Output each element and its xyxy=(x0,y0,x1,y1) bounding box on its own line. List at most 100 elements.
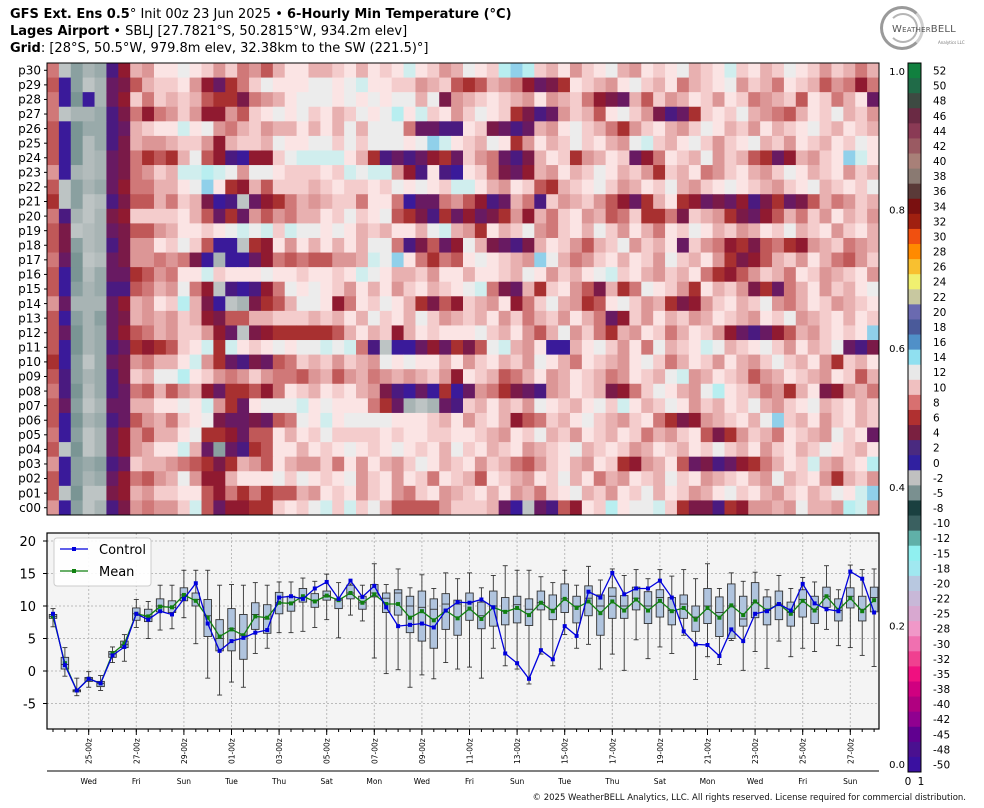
heatmap-frame xyxy=(46,62,880,516)
heatmap-cell xyxy=(415,500,428,516)
colorbar-segment xyxy=(908,394,921,411)
heatmap-cell xyxy=(867,135,880,151)
heatmap-cell xyxy=(653,369,666,385)
heatmap-cell xyxy=(724,281,737,297)
heatmap-cell xyxy=(249,267,262,283)
heatmap-cell xyxy=(225,252,238,268)
heatmap-cell xyxy=(748,150,761,166)
heatmap-cell xyxy=(201,398,214,414)
heatmap-cell xyxy=(463,340,476,356)
heatmap-cell xyxy=(736,237,749,253)
heatmap-cell xyxy=(795,150,809,166)
heatmap-cell xyxy=(581,369,595,385)
heatmap-cell xyxy=(106,456,119,472)
heatmap-cell xyxy=(165,442,179,458)
heatmap-cell xyxy=(47,106,60,122)
heatmap-cell xyxy=(332,310,345,326)
colorbar-segment xyxy=(908,651,921,667)
heatmap-cell xyxy=(82,92,95,108)
heatmap-cell xyxy=(486,325,500,341)
heatmap-cell xyxy=(58,296,72,312)
heatmap-cell xyxy=(58,252,72,268)
mean-point xyxy=(396,602,401,607)
heatmap-cell xyxy=(629,354,642,370)
heatmap-cell xyxy=(807,92,820,108)
heatmap-cell xyxy=(391,121,404,137)
heatmap-cell xyxy=(700,194,713,210)
heatmap-cell xyxy=(379,150,393,166)
heatmap-cell xyxy=(165,150,179,166)
heatmap-cell xyxy=(558,325,571,341)
heatmap-cell xyxy=(391,223,404,239)
heatmap-cell xyxy=(106,92,119,108)
heatmap-cell xyxy=(867,456,880,472)
heatmap-cell xyxy=(867,442,880,458)
colorbar-segment xyxy=(908,409,921,426)
heatmap-cell xyxy=(676,383,690,399)
heatmap-cell xyxy=(855,354,868,370)
mean-point xyxy=(753,599,758,604)
heatmap-cell xyxy=(831,310,844,326)
heatmap-cell xyxy=(165,456,179,472)
heatmap-cell xyxy=(736,456,749,472)
heatmap-cell xyxy=(272,252,286,268)
heatmap-cell xyxy=(332,325,345,341)
heatmap-cell xyxy=(546,135,559,151)
heatmap-cell xyxy=(58,398,72,414)
heatmap-cell xyxy=(736,398,749,414)
heatmap-cell xyxy=(344,485,357,501)
heatmap-cell xyxy=(47,296,60,312)
heatmap-cell xyxy=(534,340,547,356)
logo-subtext: Analytics LLC xyxy=(938,40,965,45)
heatmap-cell xyxy=(165,237,179,253)
heatmap-cell xyxy=(130,208,143,224)
heatmap-cell xyxy=(308,150,321,166)
heatmap-cell xyxy=(177,340,191,356)
heatmap-cell xyxy=(58,340,72,356)
heatmap-cell xyxy=(605,369,618,385)
heatmap-cell xyxy=(260,398,274,414)
heatmap-cell xyxy=(831,281,844,297)
heatmap-cell xyxy=(486,383,500,399)
heatmap-cell xyxy=(367,471,381,487)
heatmap-cell xyxy=(58,135,72,151)
heatmap-cell xyxy=(213,267,226,283)
heatmap-cell xyxy=(94,237,107,253)
heatmap-cell xyxy=(391,194,404,210)
heatmap-cell xyxy=(106,106,119,122)
heatmap-cell xyxy=(605,77,618,93)
heatmap-cell xyxy=(189,208,202,224)
heatmap-cell xyxy=(260,500,274,516)
heatmap-cell xyxy=(855,471,868,487)
heatmap-cell xyxy=(463,252,476,268)
heatmap-cell xyxy=(367,208,381,224)
heatmap-cell xyxy=(510,267,523,283)
mean-point xyxy=(860,609,865,614)
heatmap-cell xyxy=(676,208,690,224)
heatmap-cell xyxy=(296,471,309,487)
heatmap-cell xyxy=(760,412,773,428)
heatmap-cell xyxy=(142,267,155,283)
heatmap-cell xyxy=(772,471,785,487)
heatmap-cell xyxy=(486,63,500,78)
heatmap-cell xyxy=(617,369,630,385)
heatmap-cell xyxy=(534,194,547,210)
heatmap-cell xyxy=(142,77,155,93)
heatmap-cell xyxy=(474,398,488,414)
heatmap-cell xyxy=(724,485,737,501)
heatmap-cell xyxy=(463,369,476,385)
colorbar-label: -28 xyxy=(933,624,950,636)
heatmap-cell xyxy=(653,223,666,239)
heatmap-cell xyxy=(70,485,84,501)
heatmap-cell xyxy=(605,106,618,122)
heatmap-cell xyxy=(379,92,393,108)
heatmap-cell xyxy=(831,150,844,166)
colorbar-label: -5 xyxy=(933,488,943,500)
heatmap-cell xyxy=(130,296,143,312)
heatmap-cell xyxy=(391,354,404,370)
heatmap-cell xyxy=(249,150,262,166)
heatmap-cell xyxy=(130,427,143,443)
heatmap-cell xyxy=(82,340,95,356)
heatmap-cell xyxy=(415,383,428,399)
heatmap-cell xyxy=(641,471,654,487)
